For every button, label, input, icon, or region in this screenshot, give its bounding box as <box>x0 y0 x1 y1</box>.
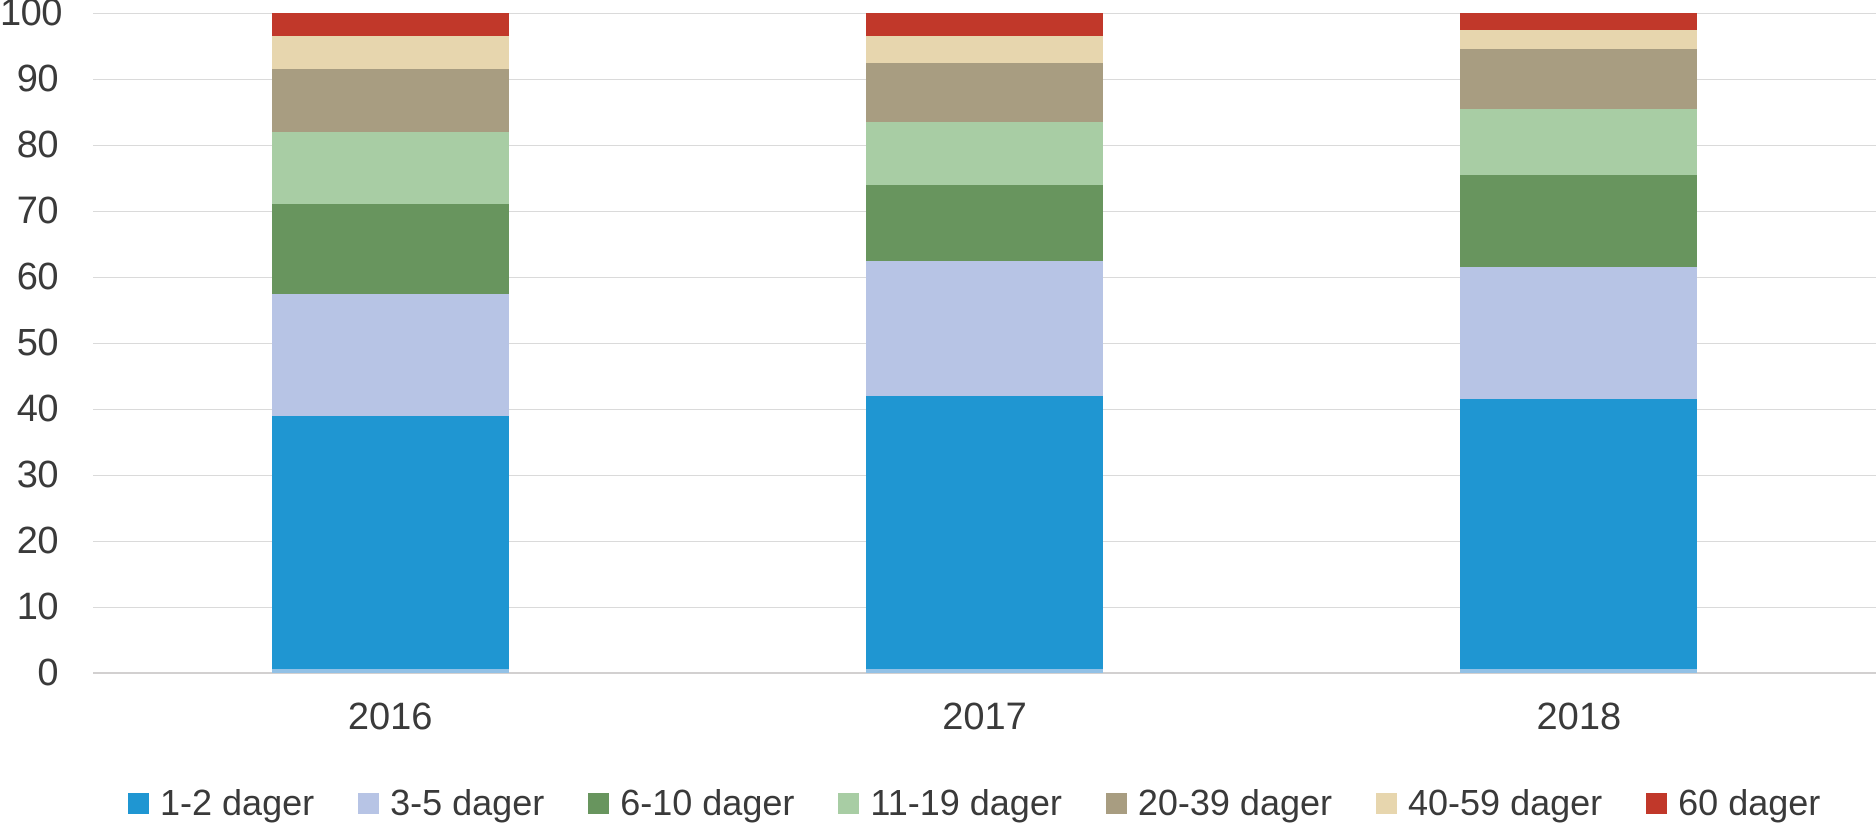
legend-item-20-39-dager: 20-39 dager <box>1105 782 1332 824</box>
legend-label: 1-2 dager <box>160 782 315 823</box>
x-axis-label-2017: 2017 <box>942 696 1027 738</box>
bar-segment-40-59-dager <box>271 36 509 70</box>
bar-segment-1-2-dager <box>271 415 509 673</box>
bar-segment-3-5-dager <box>271 293 509 416</box>
bar-segment-20-39-dager <box>866 62 1103 122</box>
bar-segment-6-10-dager <box>1460 174 1698 268</box>
bar-segment-20-39-dager <box>1460 49 1698 109</box>
y-axis-tick-label: 50 <box>16 322 59 364</box>
bar-segment-3-5-dager <box>1460 267 1698 400</box>
legend-swatch-icon <box>1646 792 1668 814</box>
bar-segment-6-10-dager <box>271 204 509 294</box>
y-axis-tick-label: 100 <box>0 0 62 34</box>
legend-swatch-icon <box>1376 792 1397 814</box>
bar-segment-40-59-dager <box>1460 29 1698 50</box>
chart-legend: 1-2 dager 3-5 dager 6-10 dager 11-19 dager 2… <box>128 781 1820 825</box>
bar-2016 <box>271 13 509 673</box>
y-axis-tick-label: 30 <box>16 454 59 496</box>
y-axis-tick-label: 20 <box>16 520 59 562</box>
y-axis-tick-label: 10 <box>16 586 59 628</box>
legend-item-11-19-dager: 11-19 dager <box>838 782 1062 824</box>
bar-2018 <box>1460 13 1698 673</box>
bar-segment-60-dager <box>271 13 509 37</box>
legend-swatch-icon <box>358 792 380 814</box>
legend-swatch-icon <box>128 792 149 814</box>
bar-segment-60-dager <box>866 13 1103 37</box>
legend-swatch-icon <box>838 792 860 814</box>
bar-segment-1-2-dager <box>1460 399 1698 673</box>
x-axis-line <box>93 672 1876 674</box>
bar-segment-11-19-dager <box>271 131 509 205</box>
legend-label: 20-39 dager <box>1137 782 1332 823</box>
legend-label: 3-5 dager <box>390 782 545 823</box>
bar-segment-40-59-dager <box>866 36 1103 63</box>
y-axis-tick-label: 40 <box>16 388 59 430</box>
bar-segment-3-5-dager <box>866 260 1103 396</box>
x-axis-label-2018: 2018 <box>1536 696 1622 738</box>
gridline <box>93 12 1876 14</box>
bar-segment-1-2-dager <box>866 395 1103 673</box>
legend-item-3-5-dager: 3-5 dager <box>358 782 544 824</box>
legend-label: 11-19 dager <box>870 782 1062 823</box>
y-axis-tick-label: 70 <box>16 190 59 232</box>
bar-segment-6-10-dager <box>866 184 1103 261</box>
legend-swatch-icon <box>1105 792 1127 814</box>
x-axis-label-2016: 2016 <box>347 696 433 738</box>
legend-swatch-icon <box>588 792 610 814</box>
bar-2017 <box>866 13 1103 673</box>
y-axis-tick-label: 80 <box>16 124 59 166</box>
bar-segment-20-39-dager <box>271 69 509 132</box>
legend-item-6-10-dager: 6-10 dager <box>588 782 794 824</box>
legend-label: 40-59 dager <box>1408 782 1603 823</box>
bar-segment-11-19-dager <box>866 121 1103 185</box>
y-axis-tick-label: 90 <box>16 58 59 100</box>
legend-item-60-dager: 60 dager <box>1646 782 1820 824</box>
legend-item-1-2-dager: 1-2 dager <box>128 782 314 824</box>
legend-label: 60 dager <box>1678 782 1821 823</box>
legend-label: 6-10 dager <box>620 782 795 823</box>
bar-segment-11-19-dager <box>1460 108 1698 175</box>
legend-item-40-59-dager: 40-59 dager <box>1376 782 1602 824</box>
y-axis-tick-label: 0 <box>37 652 58 694</box>
bar-segment-60-dager <box>1460 13 1698 30</box>
y-axis-tick-label: 60 <box>16 256 59 298</box>
